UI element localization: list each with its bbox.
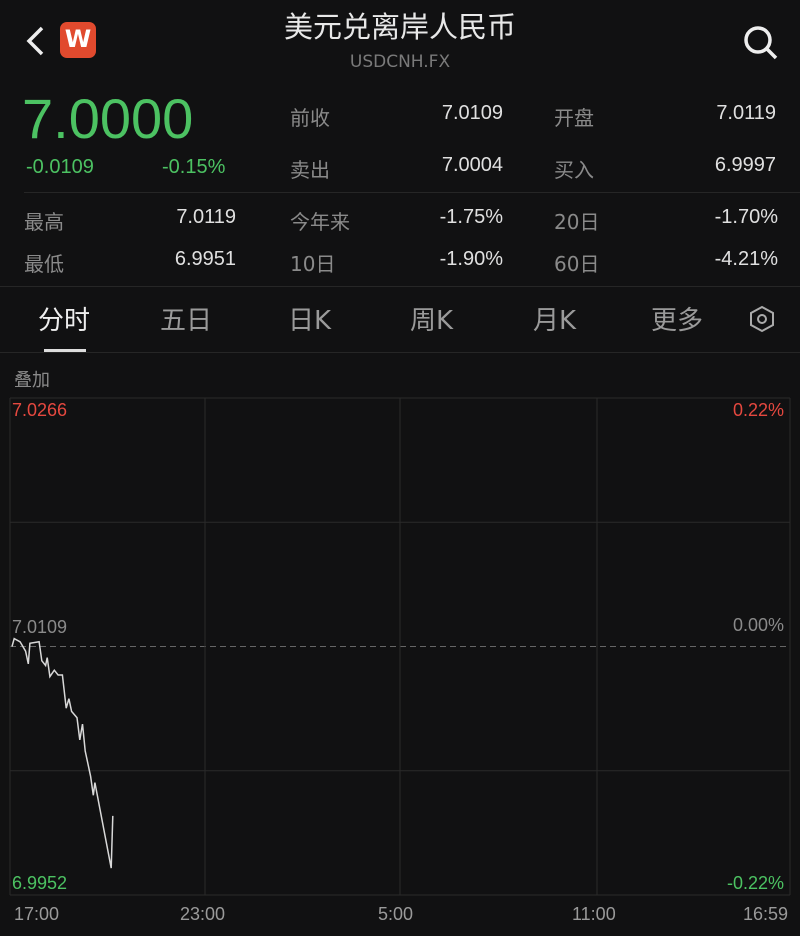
back-chevron-icon[interactable] — [22, 24, 48, 58]
search-icon[interactable] — [740, 22, 780, 62]
y-label-mid-right: 0.00% — [732, 615, 784, 635]
x-tick: 11:00 — [572, 904, 616, 924]
tab-five-day[interactable]: 五日 — [160, 306, 213, 336]
stat-label: 卖出 — [290, 158, 330, 182]
stat-label: 20日 — [554, 210, 600, 234]
symbol-code: USDCNH.FX — [349, 52, 451, 72]
y-label-mid-left: 7.0109 — [12, 617, 68, 637]
app-logo: W — [60, 22, 96, 58]
current-price: 7.0000 — [22, 87, 194, 150]
stat-value: 7.0004 — [441, 154, 503, 176]
y-label-top-right: 0.22% — [732, 400, 784, 420]
tab-weekly-k[interactable]: 周K — [410, 306, 454, 336]
stat-value: -1.75% — [439, 206, 503, 228]
x-tick: 17:00 — [14, 904, 60, 924]
stat-value: 7.0109 — [441, 102, 503, 124]
stat-value: 6.9997 — [714, 154, 776, 176]
stat-label: 10日 — [290, 252, 336, 276]
stat-value: 7.0119 — [176, 206, 236, 228]
stat-value: -4.21% — [714, 248, 778, 270]
divider — [24, 192, 800, 193]
price-line — [11, 637, 114, 869]
stat-label: 最高 — [24, 210, 64, 234]
stat-label: 今年来 — [290, 210, 350, 234]
stat-value: 7.0119 — [716, 102, 776, 124]
tab-daily-k[interactable]: 日K — [288, 306, 332, 336]
intraday-chart — [9, 397, 791, 896]
x-tick: 5:00 — [378, 904, 414, 924]
tab-monthly-k[interactable]: 月K — [533, 306, 577, 336]
x-tick: 16:59 — [742, 904, 788, 924]
y-label-bottom-right: -0.22% — [726, 873, 784, 893]
divider — [0, 352, 800, 353]
y-label-top-left: 7.0266 — [12, 400, 68, 420]
stat-label: 买入 — [554, 158, 594, 182]
settings-icon[interactable] — [748, 305, 776, 333]
stat-label: 开盘 — [554, 106, 594, 130]
tab-more[interactable]: 更多 — [651, 306, 704, 336]
stat-label: 最低 — [24, 252, 64, 276]
stat-value: 6.9951 — [174, 248, 236, 270]
active-tab-indicator — [44, 349, 86, 352]
stat-value: -1.70% — [714, 206, 778, 228]
overlay-button[interactable]: 叠加 — [14, 370, 50, 391]
divider — [0, 286, 800, 287]
stat-label: 前收 — [290, 106, 330, 130]
stat-value: -1.90% — [439, 248, 503, 270]
price-change-pct: -0.15% — [162, 156, 226, 178]
chart-grid — [9, 397, 791, 896]
tab-intraday[interactable]: 分时 — [38, 306, 91, 336]
page-title: 美元兑离岸人民币 — [283, 10, 516, 44]
stat-label: 60日 — [554, 252, 600, 276]
y-label-bottom-left: 6.9952 — [12, 873, 68, 893]
price-change: -0.0109 — [26, 156, 94, 178]
x-tick: 23:00 — [180, 904, 226, 924]
